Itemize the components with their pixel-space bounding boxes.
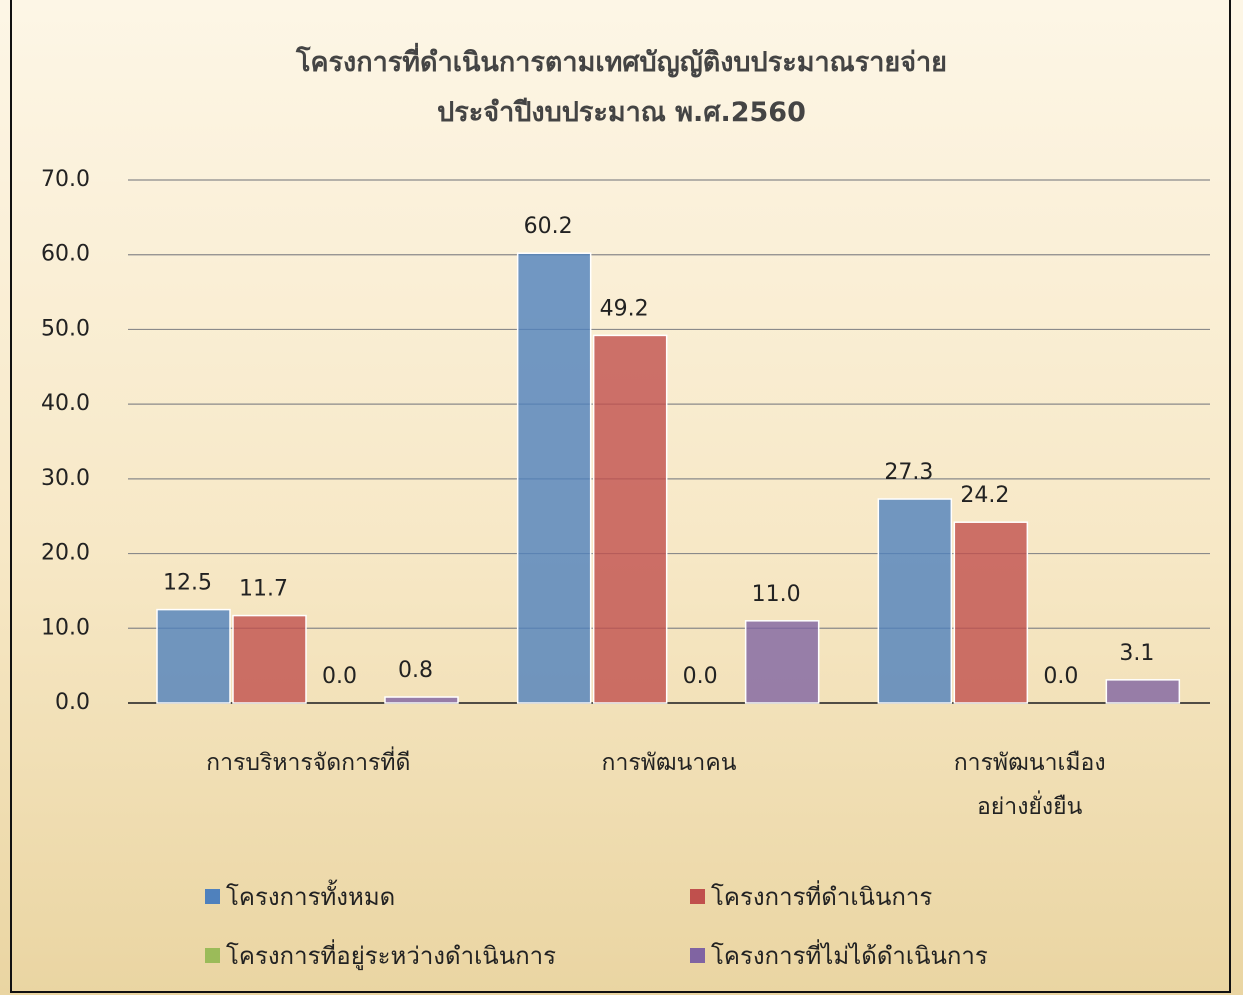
y-tick-label: 0.0 [55,690,90,715]
data-label: 3.1 [1119,641,1154,666]
data-label: 27.3 [884,460,933,485]
x-tick-label: การบริหารจัดการที่ดี [138,741,478,785]
data-label: 24.2 [960,483,1009,508]
legend-swatch [205,948,220,963]
chart-title: โครงการที่ดำเนินการตามเทศบัญญัติงบประมาณ… [0,38,1243,138]
y-tick-label: 30.0 [41,466,90,491]
bar [878,499,951,703]
data-label: 11.7 [239,577,288,602]
y-tick-label: 60.0 [41,242,90,267]
data-label: 0.8 [398,658,433,683]
bar [594,335,667,703]
data-label: 49.2 [600,296,649,321]
y-tick-label: 50.0 [41,316,90,341]
legend-item: โครงการที่ดำเนินการ [690,877,932,916]
bar [518,253,591,703]
bar [233,616,306,703]
data-label: 0.0 [322,664,357,689]
y-tick-label: 20.0 [41,541,90,566]
page: 0.0 10.0 20.0 30.0 40.0 50.0 60.0 70.0 12.5 11.7 0… [0,0,1243,995]
x-tick-label: การพัฒนาคน [499,741,839,785]
y-tick-label: 70.0 [41,167,90,192]
bar [1106,680,1179,703]
y-tick-label: 10.0 [41,615,90,640]
x-tick-label: การพัฒนาเมือง อย่างยั่งยืน [860,741,1200,829]
bar [385,697,458,703]
legend-swatch [690,948,705,963]
data-label: 0.0 [1043,664,1078,689]
legend-item: โครงการทั้งหมด [205,877,395,916]
legend-label: โครงการที่ดำเนินการ [711,877,932,916]
legend-item: โครงการที่ไม่ได้ดำเนินการ [690,936,988,975]
legend-label: โครงการทั้งหมด [226,877,395,916]
legend-swatch [205,889,220,904]
data-label: 12.5 [163,571,212,596]
data-label: 11.0 [752,582,801,607]
bar [746,621,819,703]
bar [954,522,1027,703]
data-label: 0.0 [683,664,718,689]
legend-label: โครงการที่อยู่ระหว่างดำเนินการ [226,936,556,975]
legend-swatch [690,889,705,904]
bar [157,610,230,703]
legend-item: โครงการที่อยู่ระหว่างดำเนินการ [205,936,556,975]
legend-label: โครงการที่ไม่ได้ดำเนินการ [711,936,988,975]
data-label: 60.2 [524,214,573,239]
chart: 0.0 10.0 20.0 30.0 40.0 50.0 60.0 70.0 12.5 11.7 0… [0,0,1243,995]
y-tick-label: 40.0 [41,391,90,416]
